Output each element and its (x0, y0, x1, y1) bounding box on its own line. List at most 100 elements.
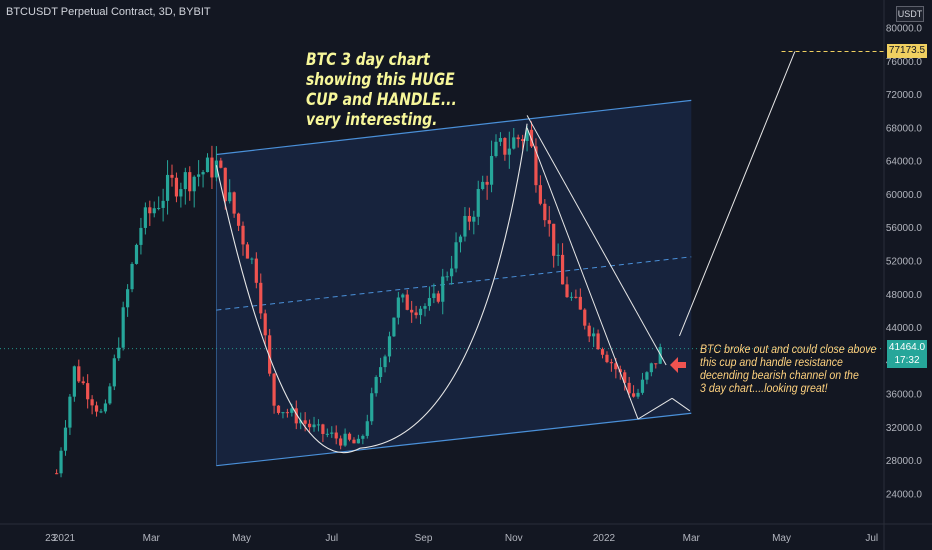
candle-body (165, 174, 170, 201)
candle-body (370, 393, 374, 422)
candle-body (445, 276, 449, 278)
candle-body (219, 160, 223, 168)
x-tick-label: 2021 (53, 533, 76, 544)
candle-body (188, 172, 192, 192)
annotation-line: showing this HUGE (306, 70, 455, 90)
candle-body (383, 356, 387, 368)
x-tick-label: Sep (415, 533, 433, 544)
channel-upper-line (216, 99, 692, 156)
candle-body (547, 220, 551, 224)
candle-body (152, 208, 156, 214)
candle-body (312, 424, 316, 428)
y-tick-label: 24000.0 (886, 490, 923, 501)
channel-lower-line (216, 412, 692, 467)
candle-body (525, 129, 529, 141)
candle-body (228, 192, 232, 202)
candle-body (489, 156, 494, 185)
x-tick-label: May (772, 533, 791, 544)
candle-body (285, 412, 289, 414)
candle-body (307, 423, 312, 428)
candle-body (569, 296, 574, 298)
candle-body (347, 433, 352, 440)
candle-body (476, 189, 480, 217)
x-tick-label: Mar (143, 533, 161, 544)
candle-body (560, 254, 565, 285)
candles-group (55, 121, 662, 478)
candle-body (640, 379, 645, 393)
annotation-line: BTC broke out and could close above (700, 344, 877, 356)
candle-body (454, 242, 458, 269)
candle-body (356, 438, 361, 444)
candle-body (259, 282, 263, 314)
candle-body (565, 284, 569, 298)
candle-body (117, 347, 121, 359)
candle-body (410, 309, 414, 313)
y-tick-label: 44000.0 (886, 323, 923, 334)
currency-unit-button[interactable]: USDT (896, 6, 924, 22)
candle-body (157, 207, 161, 209)
candle-body (600, 349, 605, 355)
candle-body (436, 293, 440, 302)
bar-countdown: 17:32 (894, 355, 920, 366)
candle-body (59, 450, 63, 474)
candle-body (148, 207, 152, 214)
breakout-arrow-icon (670, 357, 686, 373)
candle-body (139, 227, 143, 245)
candle-body (463, 215, 467, 237)
x-tick-label: 23 (45, 533, 57, 544)
candle-body (236, 213, 241, 226)
candle-body (179, 189, 183, 197)
candle-body (294, 408, 298, 424)
candle-body (192, 176, 196, 192)
candle-body (352, 439, 356, 444)
candle-body (441, 276, 445, 302)
candle-body (232, 192, 236, 214)
candle-body (281, 412, 285, 414)
candle-body (472, 216, 476, 222)
candle-body (494, 141, 498, 157)
candle-body (126, 289, 130, 308)
last-price-value: 41464.0 (888, 342, 926, 353)
candle-body (405, 294, 409, 310)
candle-body (321, 424, 325, 434)
candle-body (276, 405, 281, 413)
candle-body (574, 296, 578, 298)
candle-body (498, 138, 503, 142)
annotation-line: decending bearish channel on the (700, 370, 859, 382)
y-tick-label: 80000.0 (886, 24, 923, 35)
x-tick-label: May (232, 533, 251, 544)
candle-body (143, 207, 147, 228)
y-tick-label: 32000.0 (886, 423, 923, 434)
candle-body (458, 236, 463, 243)
candle-body (103, 403, 108, 412)
candle-body (521, 139, 525, 141)
candle-body (578, 296, 582, 310)
candle-body (210, 157, 214, 178)
candle-body (201, 172, 205, 175)
candle-body (512, 137, 516, 149)
candle-body (481, 181, 485, 190)
candle-body (374, 377, 378, 394)
candle-body (86, 383, 90, 400)
candle-body (623, 372, 627, 383)
y-tick-label: 56000.0 (886, 223, 923, 234)
candle-body (614, 363, 618, 370)
candle-body (645, 372, 649, 380)
candle-body (538, 185, 542, 204)
candle-body (507, 148, 511, 155)
candle-body (334, 432, 338, 439)
annotation-line: CUP and HANDLE... (306, 90, 457, 110)
annotation-line: 3 day chart....looking great! (700, 383, 828, 395)
symbol-title: BTCUSDT Perpetual Contract, 3D, BYBIT (6, 6, 211, 18)
candle-body (90, 399, 94, 406)
candle-body (55, 473, 59, 475)
candle-body (631, 393, 636, 397)
candle-body (485, 181, 489, 185)
candle-body (197, 174, 201, 177)
projection-line (678, 51, 796, 337)
y-tick-label: 72000.0 (886, 90, 923, 101)
annotation-line: BTC 3 day chart (306, 50, 430, 70)
y-tick-label: 60000.0 (886, 190, 923, 201)
